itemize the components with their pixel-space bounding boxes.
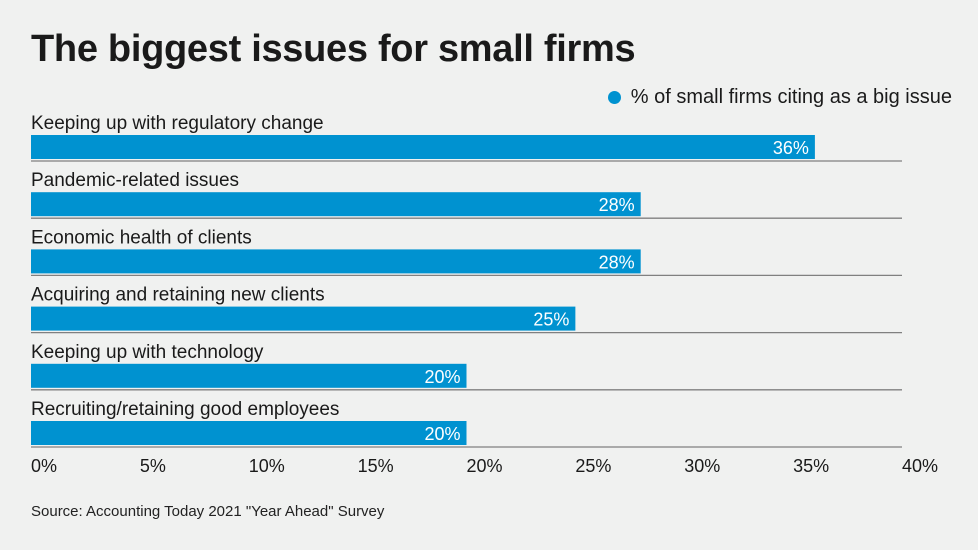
chart-title: The biggest issues for small firms [31,28,636,70]
x-tick-label: 40% [902,456,938,476]
x-tick-label: 30% [684,456,720,476]
legend: % of small firms citing as a big issue [607,86,952,109]
data-label: 25% [533,310,569,330]
x-tick-label: 10% [249,456,285,476]
category-label: Economic health of clients [31,227,252,248]
x-tick-label: 0% [31,456,57,476]
x-tick-label: 15% [358,456,394,476]
data-label: 36% [773,138,809,158]
category-label: Acquiring and retaining new clients [31,285,325,306]
x-tick-label: 5% [140,456,166,476]
x-tick-label: 20% [467,456,503,476]
data-label: 20% [424,367,460,387]
x-tick-label: 25% [575,456,611,476]
legend-label: % of small firms citing as a big issue [630,86,952,108]
bar [31,306,576,331]
bar [31,135,815,159]
category-label: Pandemic-related issues [31,170,239,191]
bar [31,192,641,217]
category-label: Keeping up with regulatory change [31,113,324,134]
x-tick-label: 35% [793,456,829,476]
source-note: Source: Accounting Today 2021 "Year Ahea… [31,503,385,520]
data-label: 20% [424,424,460,444]
category-label: Recruiting/retaining good employees [31,399,339,420]
legend-dot-icon [607,91,621,104]
data-label: 28% [599,195,635,215]
category-label: Keeping up with technology [31,342,264,363]
bar [31,249,641,274]
data-label: 28% [599,252,635,272]
bar [31,421,467,445]
bar [31,363,467,388]
